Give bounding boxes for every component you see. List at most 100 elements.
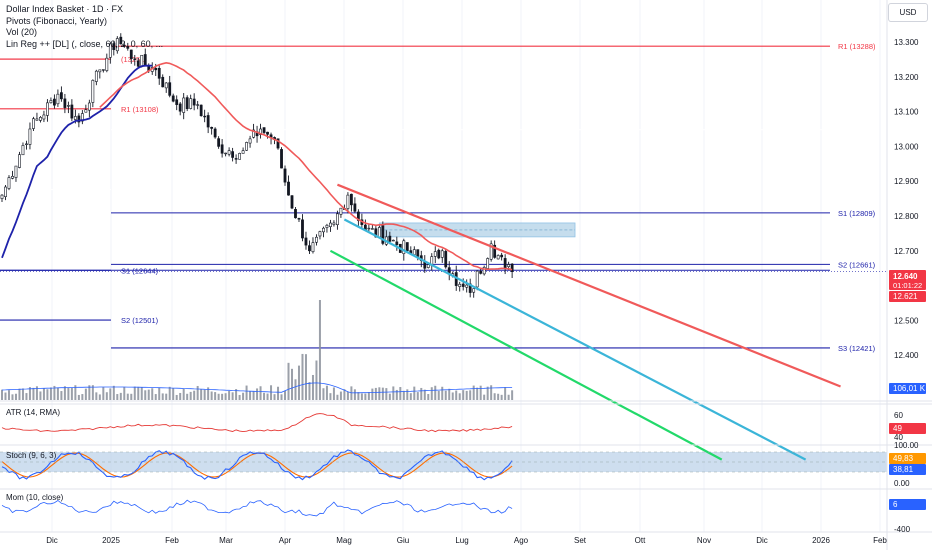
candle-body [248, 138, 252, 144]
candle-body [59, 92, 63, 100]
candle-body [35, 118, 39, 121]
volume-bar [189, 391, 192, 400]
volume-bar [119, 392, 122, 400]
subpane-tick-label: 60 [894, 411, 903, 420]
candle-body [70, 104, 74, 119]
volume-bar [133, 386, 136, 400]
candle-body [4, 186, 7, 197]
volume-bar [126, 393, 129, 400]
volume-tag-bg [889, 383, 926, 394]
candle-body [283, 168, 287, 183]
volume-tag: 106,01 K [893, 384, 926, 393]
volume-bar [392, 386, 395, 400]
candle-body [105, 57, 109, 71]
candle-body [84, 109, 88, 113]
volume-bar [28, 387, 31, 400]
y-tick-label: 13.300 [894, 38, 919, 47]
volume-bar [371, 388, 374, 400]
volume-bar [395, 389, 398, 400]
atr-label[interactable]: ATR (14, RMA) [6, 408, 61, 417]
candle-body [444, 251, 448, 268]
x-tick-label: Ago [514, 536, 529, 545]
volume-bar [137, 386, 140, 400]
currency-button[interactable]: USD [888, 3, 928, 22]
volume-bar [437, 390, 440, 400]
volume-bar [42, 388, 45, 400]
legend-volume[interactable]: Vol (20) [6, 27, 38, 37]
stoch-d-tag: 38,81 [893, 465, 914, 474]
volume-bar [193, 390, 196, 400]
x-tick-label: Feb [873, 536, 887, 545]
volume-bar [277, 386, 280, 400]
candle-body [315, 236, 318, 243]
pivot-label: R1 (13288) [838, 42, 876, 51]
candle-body [66, 105, 70, 107]
volume-bar [11, 394, 14, 400]
stoch-label[interactable]: Stoch (9, 6, 3) [6, 451, 57, 460]
candle-body [304, 237, 308, 246]
candle-body [49, 100, 53, 104]
symbol-title[interactable]: Dollar Index Basket · 1D · FX [6, 4, 124, 14]
volume-bar [7, 390, 10, 400]
volume-bar [357, 392, 360, 400]
plot-background [0, 0, 887, 532]
atr-line [1, 413, 513, 433]
volume-bar [465, 390, 468, 400]
candle-body [500, 254, 504, 258]
volume-bar [430, 387, 433, 400]
candle-body [301, 219, 304, 239]
volume-bar [1, 389, 3, 400]
candle-body [122, 44, 126, 47]
mom-label[interactable]: Mom (10, close) [6, 493, 64, 502]
candle-body [294, 209, 297, 219]
volume-bar [360, 393, 363, 400]
candle-body [245, 142, 248, 151]
legend-linreg[interactable]: Lin Reg ++ [DL] (, close, 60, 2, 0, 60, … [6, 38, 164, 49]
candle-body [241, 150, 245, 154]
candle-body [287, 181, 290, 196]
candle-body [290, 195, 294, 209]
candle-body [510, 263, 514, 272]
volume-bar [263, 392, 266, 400]
volume-bar [329, 393, 332, 400]
volume-bar [385, 388, 388, 400]
prev-pivot-label: R1 (13108) [121, 105, 159, 114]
candle-body [308, 245, 311, 252]
channel-upper-line [337, 183, 841, 388]
volume-bar [294, 379, 297, 400]
candle-body [318, 231, 322, 237]
volume-bar [140, 386, 143, 400]
x-tick-label: Set [574, 536, 587, 545]
volume-bar [238, 394, 241, 400]
stoch-d-tag-bg [889, 464, 926, 475]
volume-bar [175, 394, 178, 400]
volume-ma-line [1, 382, 513, 394]
volume-bar [228, 391, 231, 400]
volume-bar [67, 387, 70, 400]
mom-tag-bg [889, 499, 926, 510]
stoch-k-line [1, 449, 513, 481]
volume-bar [39, 391, 42, 400]
volume-bar [32, 387, 35, 400]
legend-pivots[interactable]: Pivots (Fibonacci, Yearly) [6, 15, 108, 26]
candle-body [262, 127, 266, 133]
moving-averages [1, 61, 513, 271]
candle-body [496, 255, 500, 260]
candle-body [346, 194, 350, 209]
candle-body [94, 70, 98, 82]
volume-bar [416, 392, 419, 400]
pivot-lines: R1 (13288) P (13048) S1 (12809) S2 (12661) S… [0, 42, 887, 353]
candle-body [391, 239, 395, 242]
volume-bar [500, 394, 503, 400]
volume-bar [479, 385, 482, 400]
candle-body [101, 69, 105, 71]
candle-body [437, 249, 441, 259]
volume-bar [367, 392, 370, 400]
subpane-tick-label: -400 [894, 525, 911, 534]
volume-bar [322, 388, 325, 400]
volume-bar [18, 388, 21, 400]
volume-bar [266, 393, 269, 400]
candle-body [196, 104, 200, 106]
candle-body [77, 115, 81, 123]
